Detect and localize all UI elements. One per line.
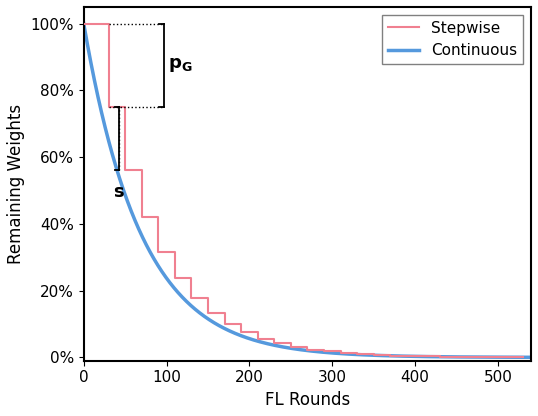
Continuous [528, 355, 534, 360]
Stepwise [503, 355, 509, 360]
Text: $\mathbf{p_G}$: $\mathbf{p_G}$ [168, 56, 193, 74]
Stepwise [288, 344, 294, 349]
Line: Continuous: Continuous [84, 24, 531, 357]
Line: Stepwise: Stepwise [84, 24, 523, 357]
Stepwise [354, 351, 360, 356]
Continuous [286, 346, 293, 351]
Stepwise [238, 330, 244, 335]
Continuous [433, 354, 439, 359]
Text: $\mathbf{s}$: $\mathbf{s}$ [112, 183, 124, 201]
X-axis label: FL Rounds: FL Rounds [265, 391, 350, 409]
Continuous [515, 355, 521, 360]
Stepwise [81, 21, 87, 26]
Continuous [298, 347, 305, 352]
Y-axis label: Remaining Weights: Remaining Weights [7, 104, 25, 264]
Continuous [515, 355, 521, 360]
Continuous [81, 21, 87, 26]
Legend: Stepwise, Continuous: Stepwise, Continuous [383, 15, 523, 64]
Stepwise [371, 352, 377, 357]
Stepwise [486, 354, 493, 359]
Continuous [103, 130, 110, 135]
Stepwise [122, 167, 129, 172]
Stepwise [520, 355, 526, 360]
